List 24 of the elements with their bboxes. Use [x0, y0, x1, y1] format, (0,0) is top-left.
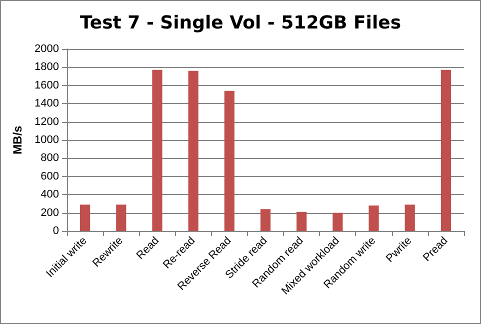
- bar: [368, 206, 379, 231]
- bar: [332, 212, 343, 231]
- bar: [116, 204, 126, 231]
- y-tick-label: 600: [40, 170, 59, 182]
- y-tick-label: 2000: [34, 43, 59, 55]
- bar: [404, 204, 415, 231]
- bar: [260, 209, 271, 231]
- y-tick-label: 800: [40, 152, 59, 164]
- y-tick-label: 1400: [34, 98, 59, 110]
- y-tick-label: 200: [40, 206, 59, 219]
- y-tick-label: 400: [40, 188, 59, 201]
- bar: [440, 70, 452, 231]
- chart-title: Test 7 - Single Vol - 512GB Files: [80, 12, 402, 34]
- y-tick-label: 1200: [34, 116, 59, 128]
- bar: [80, 204, 90, 231]
- bar: [188, 70, 198, 231]
- y-tick-label: 0: [52, 225, 59, 237]
- bar: [296, 212, 307, 231]
- y-tick-label: 1800: [34, 61, 59, 74]
- bar: [224, 90, 234, 231]
- y-axis-title: MB/s: [10, 125, 25, 154]
- bar: [152, 70, 162, 231]
- y-tick-label: 1000: [34, 134, 59, 146]
- y-tick-label: 1600: [34, 79, 59, 92]
